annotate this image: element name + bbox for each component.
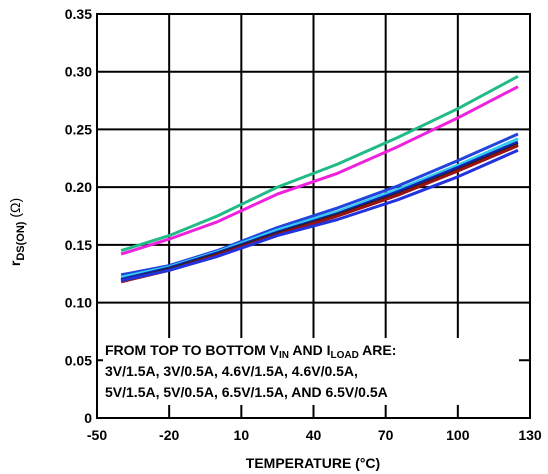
x-tick-label: 10 — [234, 427, 250, 443]
y-tick-label: 0.15 — [65, 237, 92, 253]
series-lines — [120, 74, 519, 284]
y-tick-label: 0.30 — [65, 64, 92, 80]
y-axis-title-sub: DS(ON) — [15, 221, 27, 260]
plot-frame — [96, 13, 531, 419]
y-tick-labels: 0 0.05 0.10 0.15 0.20 0.25 0.30 0.35 — [65, 6, 92, 426]
x-tick-label: -20 — [159, 427, 179, 443]
annotation-line-3: 5V/1.5A, 5V/0.5A, 6.5V/1.5A, AND 6.5V/0.… — [105, 384, 388, 400]
annotation-line-2: 3V/1.5A, 3V/0.5A, 4.6V/1.5A, 4.6V/0.5A, — [105, 363, 358, 379]
y-tick-label: 0.20 — [65, 179, 92, 195]
series-line-1 — [120, 74, 519, 253]
series-line-2 — [120, 85, 519, 256]
x-tick-label: 100 — [446, 427, 470, 443]
y-axis-title-unit: (Ω) — [7, 198, 23, 222]
x-tick-labels: -50 -20 10 40 70 100 130 — [87, 427, 542, 443]
x-axis-title: TEMPERATURE (°C) — [246, 455, 380, 471]
x-tick-label: 130 — [518, 427, 542, 443]
annotation-line-1: FROM TOP TO BOTTOM VIN AND ILOAD ARE: — [105, 342, 397, 361]
y-axis-title-main: r — [7, 260, 23, 266]
series-order-annotation: FROM TOP TO BOTTOM VIN AND ILOAD ARE: 3V… — [103, 338, 519, 405]
y-tick-label: 0.05 — [65, 352, 92, 368]
x-tick-label: 70 — [378, 427, 394, 443]
y-tick-label: 0.35 — [65, 6, 92, 22]
y-tick-label: 0.25 — [65, 121, 92, 137]
y-tick-label: 0.10 — [65, 295, 92, 311]
y-axis-title: rDS(ON) (Ω) — [7, 198, 27, 266]
x-tick-label: 40 — [306, 427, 322, 443]
grid-lines — [96, 13, 531, 419]
x-tick-label: -50 — [87, 427, 107, 443]
y-tick-label: 0 — [84, 410, 92, 426]
series-line-8 — [120, 148, 519, 283]
